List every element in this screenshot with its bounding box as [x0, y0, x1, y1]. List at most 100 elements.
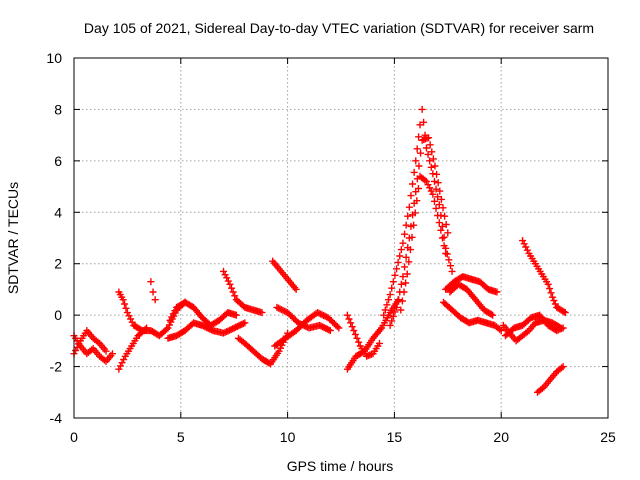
- data-point: [493, 288, 501, 296]
- data-point: [394, 258, 402, 266]
- series-arc14: [343, 296, 403, 373]
- data-point: [207, 326, 215, 334]
- data-point: [151, 296, 159, 304]
- data-point: [120, 356, 128, 363]
- data-point: [410, 221, 418, 229]
- data-point: [333, 323, 341, 331]
- data-point: [559, 363, 567, 371]
- series-arc17: [397, 172, 450, 314]
- data-point: [386, 291, 394, 299]
- data-point: [375, 339, 383, 347]
- data-point: [434, 212, 442, 219]
- data-point: [415, 133, 423, 141]
- data-point: [428, 148, 436, 156]
- y-tick-label: 0: [54, 307, 62, 323]
- data-point: [241, 319, 249, 327]
- data-point: [236, 321, 244, 329]
- data-point: [94, 338, 102, 346]
- series-arc2: [70, 327, 110, 358]
- data-point: [204, 324, 212, 332]
- data-point: [429, 155, 437, 163]
- data-point: [239, 320, 247, 328]
- data-point: [315, 309, 323, 317]
- x-tick-label: 20: [493, 429, 509, 445]
- data-point: [439, 204, 447, 212]
- data-point: [397, 280, 405, 288]
- data-point: [394, 296, 402, 304]
- data-point: [404, 212, 412, 220]
- data-point: [224, 277, 232, 285]
- data-point: [322, 324, 330, 332]
- data-point: [559, 324, 567, 332]
- data-point: [121, 300, 129, 308]
- data-point: [321, 312, 329, 320]
- data-point: [444, 229, 452, 237]
- x-axis-label: GPS time / hours: [287, 458, 394, 474]
- data-point: [538, 384, 546, 392]
- data-point: [348, 323, 356, 331]
- data-point: [401, 230, 409, 238]
- data-point: [433, 170, 441, 178]
- y-tick-label: -2: [50, 359, 63, 375]
- data-point: [229, 288, 237, 296]
- data-point: [397, 246, 405, 254]
- data-point: [343, 311, 351, 319]
- series-arc6: [166, 298, 240, 329]
- data-point: [123, 309, 131, 317]
- data-point: [386, 321, 394, 329]
- data-point: [226, 280, 234, 288]
- data-point: [396, 252, 404, 260]
- x-tick-label: 0: [70, 429, 78, 445]
- data-point: [277, 306, 285, 314]
- data-point: [424, 181, 432, 189]
- data-point: [206, 325, 214, 333]
- data-point: [415, 162, 423, 170]
- chart-title: Day 105 of 2021, Sidereal Day-to-day VTE…: [84, 20, 594, 36]
- series-arc10: [269, 257, 300, 293]
- data-point: [410, 168, 418, 176]
- data-point: [401, 263, 409, 271]
- data-point: [235, 322, 243, 330]
- data-point: [414, 185, 422, 192]
- y-tick-label: 6: [54, 153, 62, 169]
- data-point: [276, 305, 284, 313]
- grid-lines: [74, 58, 608, 418]
- x-tick-label: 15: [387, 429, 403, 445]
- data-point: [546, 285, 554, 293]
- data-point: [561, 309, 569, 317]
- data-point: [320, 312, 328, 320]
- series-arc8: [220, 267, 266, 317]
- x-tick-label: 25: [600, 429, 616, 445]
- data-point: [418, 105, 426, 113]
- data-point: [544, 280, 552, 288]
- data-point: [233, 323, 241, 331]
- data-point: [149, 288, 157, 296]
- data-point: [448, 267, 456, 275]
- data-point: [403, 270, 411, 278]
- data-point: [438, 234, 446, 242]
- data-point: [347, 319, 355, 327]
- data-point: [163, 325, 171, 333]
- data-point: [411, 209, 419, 217]
- data-point: [203, 324, 211, 332]
- data-point: [434, 179, 442, 187]
- data-point: [426, 141, 434, 149]
- data-point: [413, 197, 421, 205]
- data-point: [229, 325, 237, 333]
- data-point: [440, 242, 448, 250]
- y-tick-label: 2: [54, 256, 62, 272]
- data-point: [350, 327, 358, 335]
- series-arc5: [147, 278, 159, 304]
- data-point: [316, 321, 324, 329]
- data-point: [550, 297, 558, 305]
- data-points: [70, 105, 569, 396]
- data-point: [122, 304, 130, 312]
- data-point: [108, 350, 116, 358]
- data-point: [427, 163, 435, 171]
- data-point: [407, 192, 415, 200]
- data-point: [441, 212, 449, 220]
- data-point: [393, 265, 401, 273]
- data-point: [398, 297, 406, 305]
